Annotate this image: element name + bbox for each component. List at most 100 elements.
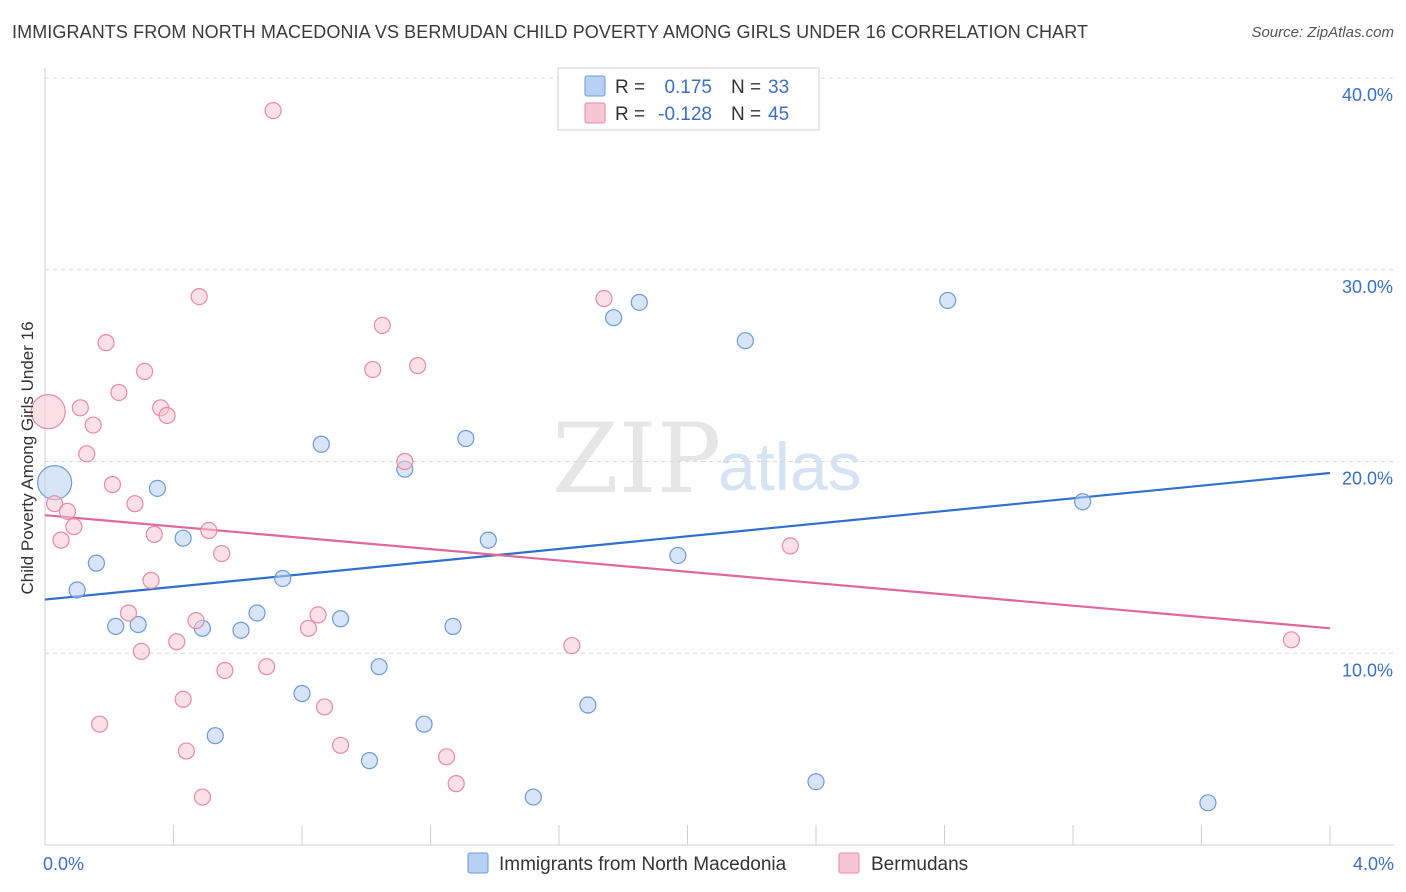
legend-n-value-1: 33: [768, 77, 789, 98]
trend-lines: [44, 471, 1331, 630]
source-label: Source: ZipAtlas.com: [1251, 24, 1394, 41]
pink-point: [119, 604, 138, 622]
tick-labels: 10.0% 20.0% 30.0% 40.0% 0.0% 4.0%: [43, 85, 1394, 874]
pink-trend-line: [44, 514, 1331, 630]
x-tick-label-min: 0.0%: [43, 854, 84, 874]
pink-point: [65, 518, 83, 536]
pink-point: [135, 362, 154, 380]
blue-point: [206, 727, 224, 745]
blue-point: [248, 604, 266, 622]
pink-point: [193, 788, 212, 806]
blue-point: [331, 610, 350, 628]
blue-point: [232, 621, 250, 639]
blue-point: [37, 464, 73, 501]
blue-point: [370, 658, 388, 676]
watermark-zip: ZIP: [552, 403, 721, 515]
pink-point: [30, 394, 66, 430]
series-legend-label-blue: Immigrants from North Macedonia: [499, 854, 787, 875]
pink-point: [187, 612, 205, 630]
legend-swatch-pink: [584, 102, 606, 124]
blue-point: [148, 479, 167, 497]
pink-point: [216, 661, 234, 680]
pink-point: [1282, 631, 1301, 649]
pink-point: [97, 334, 115, 352]
blue-point: [174, 529, 192, 547]
pink-point: [258, 658, 276, 676]
pink-point: [174, 690, 192, 708]
pink-point: [84, 416, 102, 434]
pink-point: [364, 360, 382, 379]
blue-point: [415, 715, 433, 733]
y-tick-label: 10.0%: [1342, 660, 1393, 680]
blue-point: [274, 569, 292, 588]
axes: [44, 68, 1394, 846]
blue-point: [360, 752, 379, 770]
pink-point: [103, 475, 122, 494]
chart-title: IMMIGRANTS FROM NORTH MACEDONIA VS BERMU…: [12, 22, 1089, 42]
pink-point: [781, 537, 799, 555]
legend-n-value-2: 45: [768, 104, 789, 125]
pink-point: [447, 775, 465, 793]
legend-r-value-2: -0.128: [658, 104, 712, 125]
legend-n-label-1: N =: [731, 77, 761, 98]
correlation-legend: R = 0.175 N = 33 R = -0.128 N = 45: [557, 67, 820, 131]
series-legend-swatch-blue: [467, 852, 489, 874]
series-legend-label-pink: Bermudans: [871, 854, 968, 875]
pink-point: [78, 445, 96, 463]
blue-point: [807, 773, 825, 791]
data-points: [30, 73, 1301, 812]
watermark: ZIP atlas: [552, 403, 862, 515]
blue-point: [669, 546, 687, 565]
blue-point: [524, 788, 542, 806]
pink-point: [110, 383, 128, 402]
blue-point: [107, 617, 125, 636]
gridlines: [45, 77, 1394, 654]
pink-point: [373, 316, 391, 334]
blue-point: [630, 293, 648, 311]
pink-point: [409, 357, 427, 375]
legend-r-label-2: R =: [615, 104, 645, 125]
pink-point: [145, 525, 163, 543]
pink-point: [126, 495, 144, 513]
y-tick-label: 30.0%: [1342, 277, 1393, 297]
y-tick-label: 20.0%: [1342, 469, 1393, 489]
y-axis-title: Child Poverty Among Girls Under 16: [18, 321, 37, 594]
x-tick-label-max: 4.0%: [1353, 854, 1394, 874]
pink-point: [190, 287, 208, 306]
pink-point: [595, 289, 613, 308]
pink-point: [213, 544, 231, 563]
blue-point: [68, 581, 86, 599]
blue-point: [293, 684, 311, 703]
blue-point: [939, 291, 957, 310]
pink-point: [299, 619, 318, 637]
pink-point: [331, 736, 350, 754]
pink-point: [142, 571, 160, 589]
pink-point: [71, 399, 89, 417]
blue-trend-line: [44, 471, 1331, 601]
pink-point: [315, 698, 334, 716]
pink-point: [132, 642, 150, 660]
blue-point: [1199, 794, 1217, 812]
pink-point: [58, 502, 77, 520]
series-legend-swatch-pink: [838, 852, 860, 874]
blue-point: [87, 554, 106, 572]
blue-point: [1074, 493, 1092, 511]
blue-point: [129, 615, 147, 634]
pink-point: [396, 452, 414, 471]
blue-point: [312, 435, 330, 453]
pink-point: [264, 101, 282, 120]
pink-point: [168, 633, 186, 651]
legend-swatch-blue: [584, 75, 606, 97]
legend-r-value-1: 0.175: [664, 77, 712, 98]
watermark-atlas: atlas: [718, 429, 862, 505]
blue-point: [736, 332, 754, 350]
y-tick-label: 40.0%: [1342, 85, 1393, 105]
blue-point: [457, 429, 475, 448]
blue-point: [605, 309, 623, 327]
pink-point: [158, 406, 176, 425]
series-legend: Immigrants from North Macedonia Bermudan…: [467, 852, 968, 875]
blue-point: [444, 617, 462, 636]
pink-point: [46, 495, 64, 513]
pink-point: [309, 606, 327, 624]
